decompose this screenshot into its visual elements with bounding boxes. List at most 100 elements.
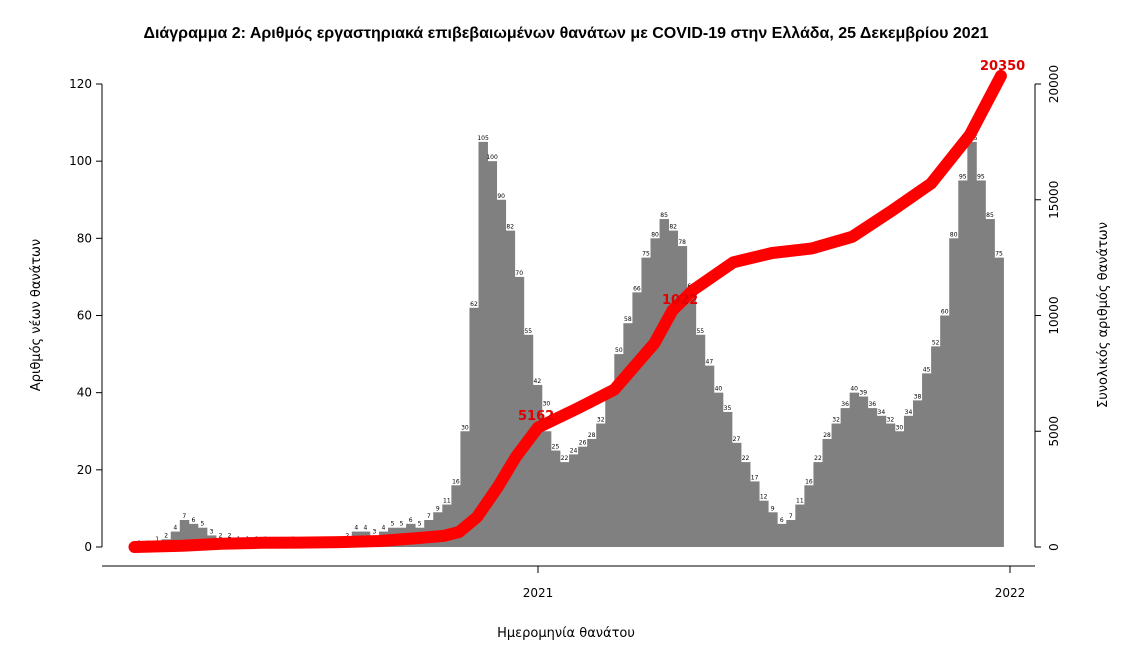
y-tick-label: 0 [84,540,92,554]
bar [695,334,706,547]
bar [922,373,932,547]
y-tick-label: 20 [77,463,92,477]
bar-value-label: 75 [642,251,650,258]
y-tick-label: 120 [69,77,92,91]
bar [813,462,823,547]
bar-value-label: 7 [182,513,186,520]
bar-value-label: 9 [436,505,440,512]
bar [804,485,814,547]
bar-value-label: 22 [814,455,822,462]
y2-tick-label: 10000 [1047,296,1061,334]
bar [840,408,851,547]
annotation-final-total: 20350 [980,59,1025,74]
bar-value-label: 6 [191,517,195,524]
bar-value-label: 75 [995,251,1003,258]
bar [831,423,841,547]
bar-value-label: 30 [543,400,551,407]
chart-title: Διάγραμμα 2: Αριθμός εργαστηριακά επιβεβ… [143,25,988,42]
bar [894,431,905,547]
bar-value-label: 42 [534,378,542,385]
bar [940,315,950,547]
y2-tick-label: 0 [1047,543,1061,551]
bar [885,423,896,547]
bar-value-label: 5 [418,521,422,528]
bar-value-label: 38 [914,393,922,400]
bar-value-label: 95 [977,173,985,180]
bar-value-label: 1 [155,536,159,543]
y-tick-label: 40 [77,386,92,400]
bar [569,454,579,547]
bar [451,485,461,547]
bar-value-label: 4 [363,525,367,532]
bar-value-label: 5 [391,521,395,528]
bar-value-label: 90 [497,193,505,200]
y-tick-label: 80 [77,231,92,245]
bar-value-label: 32 [832,417,840,424]
bar-value-label: 2 [345,532,349,539]
bar-value-label: 11 [443,498,451,505]
bar [659,219,670,547]
bar-value-label: 28 [823,432,831,439]
bar [514,276,525,547]
bar-value-label: 45 [923,366,931,373]
bar-value-label: 24 [570,447,578,454]
bar [713,392,724,547]
bar [596,423,606,547]
bar [559,462,570,547]
bar-value-label: 7 [789,513,793,520]
bar-value-label: 22 [742,455,750,462]
y2-axis-label: Συνολικός αριθμός θανάτων [1096,222,1111,408]
y2-tick-label: 20000 [1047,65,1061,103]
bar-value-label: 5 [201,521,205,528]
bar [632,292,642,547]
bar-value-label: 3 [210,528,214,535]
bar-value-label: 34 [905,409,913,416]
bar [550,450,561,547]
bar-value-label: 32 [887,417,895,424]
bar-value-label: 2 [219,532,223,539]
axis-ticks: 0 20 40 60 80 100 120 0 5000 10000 15000 20000 2021 2… [69,65,1061,600]
bar-value-label: 34 [878,409,886,416]
bar [741,462,751,547]
bar-value-label: 105 [477,135,489,142]
bar [903,415,914,547]
bar [994,257,1004,547]
bar-value-label: 22 [561,455,569,462]
bar [532,384,543,547]
y2-tick-label: 15000 [1047,181,1061,219]
bar-value-label: 11 [796,498,804,505]
bar-value-label: 27 [733,436,741,443]
bar [849,392,860,547]
y-tick-label: 100 [69,154,92,168]
bar-value-label: 3 [373,528,377,535]
bar-value-label: 30 [896,424,904,431]
bar-value-label: 9 [771,505,775,512]
bar [469,307,479,547]
bar-value-label: 6 [780,517,784,524]
bar [777,523,787,547]
bar [487,161,498,547]
y2-tick-label: 5000 [1047,416,1061,447]
bar-value-label: 95 [959,173,967,180]
bar [478,141,488,547]
bar-value-label: 4 [354,525,358,532]
bar [722,411,733,547]
bar [867,408,878,547]
bar-value-label: 85 [986,212,994,219]
bar-value-label: 82 [669,224,677,231]
bar [786,519,796,547]
bar-value-label: 52 [932,339,940,346]
bar [496,199,507,547]
bar-value-label: 40 [850,386,858,393]
bar-value-label: 2 [228,532,232,539]
bar-value-label: 66 [633,285,641,292]
bar [460,431,470,547]
bar-value-label: 80 [651,231,659,238]
bar [197,527,208,547]
bar [677,246,688,548]
bar [505,230,516,547]
bar [541,431,552,547]
bar [704,365,715,547]
